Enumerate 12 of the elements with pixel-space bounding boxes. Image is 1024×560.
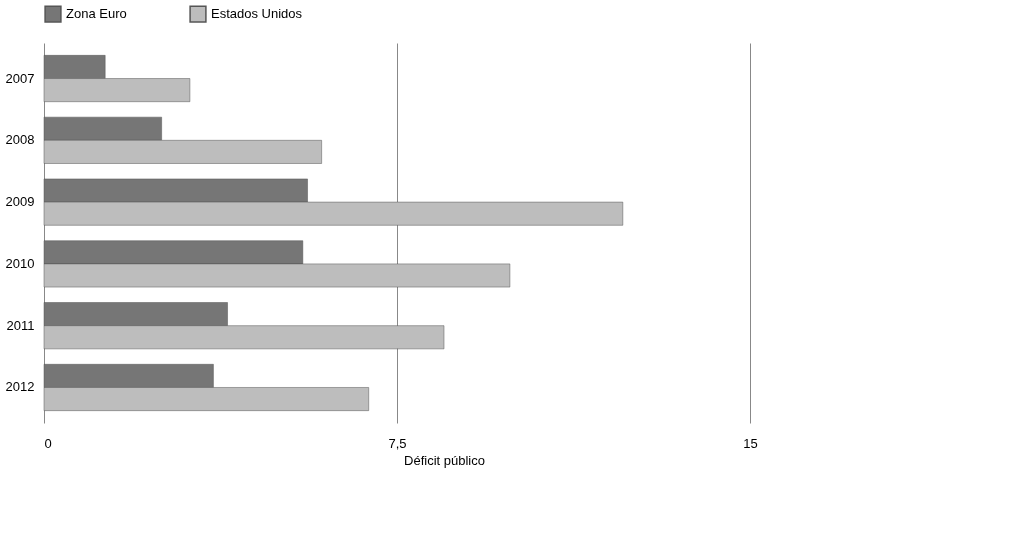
y-tick-label: 2009 [5,194,35,210]
y-tick-label: 2011 [6,317,35,333]
y-tick-label: 2007 [5,70,35,86]
legend-label: Zona Euro [66,6,127,22]
y-tick-label: 2010 [5,255,35,271]
legend-label: Estados Unidos [211,6,303,22]
x-tick-label: 15 [743,435,758,451]
y-tick-label: 2008 [5,132,35,148]
x-axis-title: Déficit público [404,452,485,468]
y-tick-label: 2012 [5,379,35,395]
x-tick-label: 0 [44,435,52,451]
x-tick-label: 7,5 [388,435,407,451]
